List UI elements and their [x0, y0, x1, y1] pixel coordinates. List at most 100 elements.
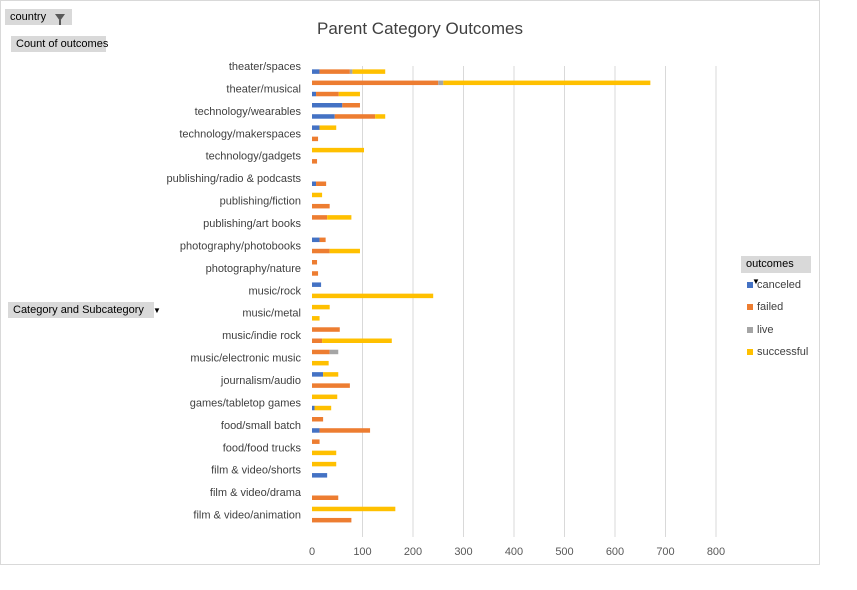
category-label: publishing/art books	[203, 218, 301, 230]
bar-successful	[375, 114, 386, 119]
bar-successful	[338, 91, 360, 97]
bar-canceled	[312, 114, 335, 119]
values-field-button[interactable]: Count of outcomes	[11, 36, 109, 52]
bar-failed	[312, 136, 319, 142]
bar-canceled	[312, 181, 317, 186]
category-label: film & video/shorts	[211, 465, 301, 477]
category-label: music/indie rock	[222, 330, 301, 342]
bar-canceled	[312, 473, 328, 478]
x-tick-label: 700	[656, 546, 674, 558]
legend: outcomes ▼ canceled failed live successf…	[741, 256, 811, 358]
bar-canceled	[312, 69, 320, 74]
bar-failed	[312, 80, 439, 86]
category-label: photography/photobooks	[180, 240, 302, 252]
bar-successful	[314, 405, 332, 411]
bar-successful	[312, 293, 434, 299]
bar-canceled	[312, 282, 322, 287]
bar-successful	[312, 450, 337, 456]
bar-failed	[342, 103, 360, 108]
bar-canceled	[312, 103, 343, 108]
x-tick-label: 300	[454, 546, 472, 558]
legend-swatch-live	[747, 327, 753, 334]
rows-field-button[interactable]: Category and Subcategory ▼	[8, 302, 161, 318]
bar-successful	[312, 506, 396, 512]
bar-failed	[312, 383, 350, 388]
bar-failed	[316, 91, 339, 97]
bar-live	[349, 69, 353, 74]
bar-successful	[312, 394, 338, 400]
category-label: publishing/radio & podcasts	[166, 173, 301, 185]
category-label: technology/makerspaces	[179, 128, 301, 140]
bar-successful	[312, 304, 330, 310]
bar-failed	[312, 338, 323, 343]
bar-failed	[319, 237, 326, 243]
country-filter-label: country	[10, 11, 47, 23]
bar-successful	[319, 125, 337, 130]
bar-canceled	[312, 125, 320, 130]
bar-failed	[312, 271, 319, 276]
legend-item-failed: failed	[747, 301, 783, 313]
category-label: technology/gadgets	[206, 151, 302, 163]
bar-failed	[312, 260, 318, 265]
category-label: music/rock	[248, 285, 301, 297]
country-filter-button[interactable]: country	[5, 9, 72, 25]
bar-successful	[312, 192, 323, 198]
bar-failed	[312, 439, 320, 444]
category-label: theater/spaces	[229, 61, 302, 73]
bar-failed	[312, 349, 330, 355]
x-tick-label: 100	[353, 546, 371, 558]
bar-live	[329, 349, 339, 355]
bar-successful	[329, 248, 360, 254]
chart-title: Parent Category Outcomes	[317, 19, 523, 38]
category-label: food/food trucks	[223, 442, 302, 454]
bar-failed	[319, 69, 350, 74]
bar-live	[438, 80, 444, 86]
bar-failed	[312, 215, 328, 220]
bar-successful	[443, 80, 651, 86]
category-label: publishing/fiction	[220, 196, 301, 208]
bar-failed	[319, 428, 371, 433]
category-label: food/small batch	[221, 420, 301, 432]
x-tick-label: 800	[707, 546, 725, 558]
legend-swatch-failed	[747, 304, 753, 311]
x-tick-label: 600	[606, 546, 624, 558]
legend-swatch-successful	[747, 349, 753, 356]
legend-label: live	[757, 324, 774, 336]
bar-canceled	[312, 405, 315, 411]
legend-label: failed	[757, 301, 784, 313]
legend-filter-button[interactable]: outcomes ▼	[741, 256, 811, 286]
chevron-down-icon: ▼	[152, 306, 161, 315]
bar-failed	[334, 114, 376, 119]
category-label: film & video/drama	[210, 487, 302, 499]
legend-item-canceled: canceled	[747, 279, 801, 291]
category-label: journalism/audio	[220, 375, 301, 387]
chart-frame	[0, 0, 820, 565]
filter-icon	[53, 11, 66, 25]
x-tick-label: 400	[505, 546, 523, 558]
category-label: games/tabletop games	[190, 397, 302, 409]
bar-failed	[312, 417, 324, 422]
bar-canceled	[312, 372, 324, 377]
bar-failed	[312, 159, 318, 164]
rows-field-label: Category and Subcategory	[13, 304, 144, 316]
bar-failed	[312, 203, 330, 209]
bar-canceled	[312, 91, 317, 97]
bar-successful	[312, 461, 337, 467]
bar-failed	[312, 517, 352, 523]
legend-swatch-canceled	[747, 282, 753, 289]
bar-failed	[316, 181, 327, 186]
bar-successful	[327, 215, 352, 220]
bar-canceled	[312, 237, 320, 243]
bar-successful	[352, 69, 386, 74]
legend-label: canceled	[757, 279, 802, 291]
bar-successful	[323, 372, 339, 377]
category-label: music/electronic music	[190, 353, 301, 365]
bar-successful	[312, 316, 320, 321]
category-label: technology/wearables	[195, 106, 302, 118]
bar-canceled	[312, 428, 320, 433]
x-tick-label: 0	[309, 546, 315, 558]
values-field-label: Count of outcomes	[16, 38, 109, 50]
bar-failed	[312, 248, 330, 254]
bar-failed	[312, 495, 339, 500]
